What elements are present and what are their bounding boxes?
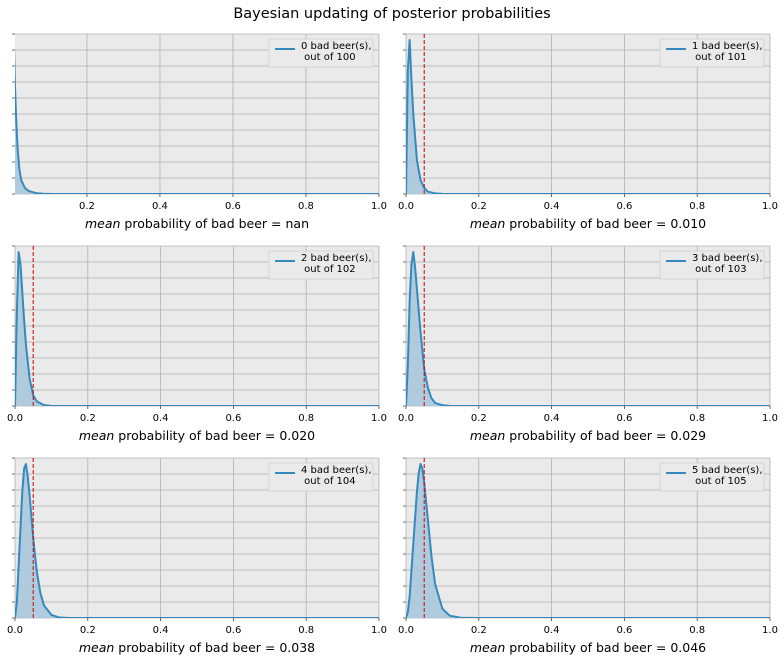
legend: 1 bad beer(s), out of 101 [659, 38, 765, 68]
legend-box [659, 38, 765, 68]
x-tick-label: 0.6 [616, 201, 632, 212]
x-tick-label: 0.4 [544, 625, 560, 636]
x-tick-label: 0.6 [225, 201, 241, 212]
x-tick-label: 0.6 [616, 625, 632, 636]
x-tick-label: 0.6 [225, 625, 241, 636]
x-tick-label: 0.2 [80, 413, 96, 424]
legend: 5 bad beer(s), out of 105 [659, 462, 765, 492]
x-tick-label: 0.6 [616, 413, 632, 424]
legend-box [268, 250, 374, 280]
subplot-1: 0.0 0.2 0.4 0.6 0.8 1.0 1 bad beer(s), out of … [398, 33, 778, 231]
x-tick-label: 0.0 [398, 413, 414, 424]
posterior-line [15, 463, 379, 618]
x-axis-label: mean probability of bad beer = 0.029 [470, 428, 706, 443]
x-tick-label: 0.8 [689, 201, 705, 212]
x-tick-label: 0.2 [471, 625, 487, 636]
x-tick-label: 0.2 [471, 201, 487, 212]
x-axis-label: mean probability of bad beer = 0.010 [470, 216, 706, 231]
x-tick-label: 1.0 [371, 413, 387, 424]
x-axis-label: mean probability of bad beer = nan [85, 216, 309, 231]
x-tick-label: 1.0 [762, 413, 778, 424]
x-tick-label: 0.0 [7, 625, 23, 636]
x-tick-label: 1.0 [762, 625, 778, 636]
x-tick-label: 0.8 [298, 625, 314, 636]
posterior-line [15, 251, 379, 406]
x-tick-label: 0.0 [7, 413, 23, 424]
legend-label: 0 bad beer(s), out of 100 [301, 41, 372, 63]
x-tick-label: 0.8 [298, 201, 314, 212]
subplot-2: 0.0 0.2 0.4 0.6 0.8 1.0 2 bad beer(s), out of … [7, 245, 387, 443]
legend-box [268, 38, 374, 68]
x-tick-label: 0.2 [79, 201, 95, 212]
subplot-5: 0.0 0.2 0.4 0.6 0.8 1.0 5 bad beer(s), out of … [398, 457, 778, 655]
subplot-4: 0.0 0.2 0.4 0.6 0.8 1.0 4 bad beer(s), out of … [7, 457, 387, 655]
x-tick-label: 0.8 [689, 625, 705, 636]
x-tick-label: 1.0 [371, 201, 387, 212]
x-tick-label: 0.4 [152, 201, 168, 212]
x-tick-label: 0.4 [153, 413, 169, 424]
legend: 3 bad beer(s), out of 103 [659, 250, 765, 280]
legend-box [659, 250, 765, 280]
x-tick-label: 0.8 [298, 413, 314, 424]
x-axis-label: mean probability of bad beer = 0.038 [79, 640, 315, 655]
x-tick-label: 0.2 [80, 625, 96, 636]
legend-label: 3 bad beer(s), out of 103 [692, 253, 763, 275]
x-axis-label: mean probability of bad beer = 0.046 [470, 640, 706, 655]
posterior-line [406, 251, 770, 406]
x-tick-label: 0.4 [153, 625, 169, 636]
x-axis-label: mean probability of bad beer = 0.020 [79, 428, 315, 443]
posterior-line [15, 44, 379, 194]
legend: 4 bad beer(s), out of 104 [268, 462, 374, 492]
x-tick-label: 0.6 [225, 413, 241, 424]
legend: 0 bad beer(s), out of 100 [268, 38, 374, 68]
posterior-line [406, 463, 770, 618]
x-tick-label: 0.4 [544, 413, 560, 424]
x-tick-label: 0.8 [689, 413, 705, 424]
subplot-grid: 0.2 0.4 0.6 0.8 1.0 0 bad beer(s), out of 100… [7, 33, 778, 655]
x-tick-label: 0.0 [398, 625, 414, 636]
x-tick-label: 0.0 [398, 201, 414, 212]
x-tick-label: 1.0 [762, 201, 778, 212]
legend-label: 1 bad beer(s), out of 101 [692, 41, 763, 63]
legend-label: 5 bad beer(s), out of 105 [692, 465, 763, 487]
legend-label: 2 bad beer(s), out of 102 [301, 253, 372, 275]
subplot-0: 0.2 0.4 0.6 0.8 1.0 0 bad beer(s), out of 100… [12, 33, 387, 231]
posterior-line [406, 39, 770, 194]
legend-box [268, 462, 374, 492]
legend: 2 bad beer(s), out of 102 [268, 250, 374, 280]
legend-label: 4 bad beer(s), out of 104 [301, 465, 372, 487]
subplot-3: 0.0 0.2 0.4 0.6 0.8 1.0 3 bad beer(s), out of … [398, 245, 778, 443]
legend-box [659, 462, 765, 492]
x-tick-label: 0.4 [544, 201, 560, 212]
x-tick-label: 1.0 [371, 625, 387, 636]
figure-title: Bayesian updating of posterior probabili… [233, 6, 550, 22]
x-tick-label: 0.2 [471, 413, 487, 424]
